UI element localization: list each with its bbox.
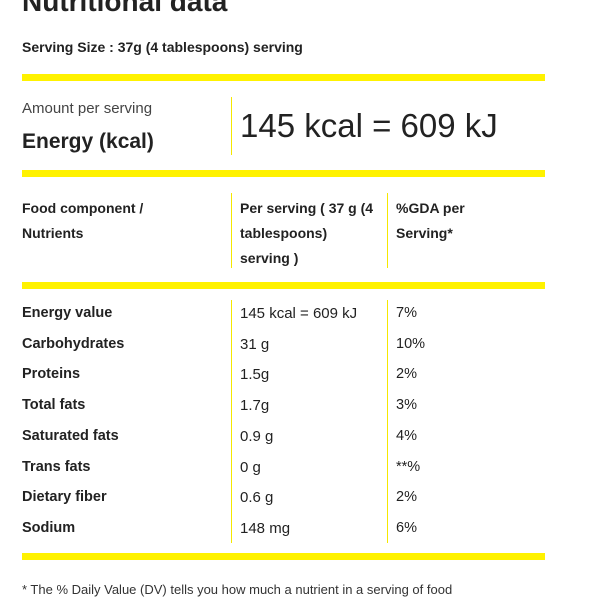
cell: 1.7g <box>240 397 270 415</box>
separator <box>231 193 232 268</box>
footnote: * The % Daily Value (DV) tells you how m… <box>22 582 453 597</box>
cell: 6% <box>396 519 417 536</box>
cell: 145 kcal = 609 kJ <box>240 305 358 322</box>
cell: 1.5g <box>240 366 270 384</box>
divider <box>22 553 545 560</box>
nutrient-name: Energy value <box>22 305 113 321</box>
cell: 3% <box>396 397 417 414</box>
cell: 0 g <box>240 458 261 476</box>
nutrient-name: Dietary fiber <box>22 489 107 506</box>
separator <box>387 300 388 543</box>
nutrient-name: Sodium <box>22 519 76 536</box>
divider <box>22 74 545 81</box>
cell: 0.9 g <box>240 427 274 445</box>
separator <box>231 300 232 543</box>
cell: 148 mg <box>240 519 291 537</box>
nutrient-name: Trans fats <box>22 458 91 475</box>
column-header: Food component / Nutrients <box>22 200 144 241</box>
divider <box>22 170 545 177</box>
cell: 10% <box>396 335 426 352</box>
separator <box>387 193 388 268</box>
cell: 0.6 g <box>240 489 274 507</box>
cell: 2% <box>396 366 417 383</box>
column-header: %GDA per Serving* <box>396 200 465 241</box>
energy-label: Energy (kcal) <box>22 130 154 153</box>
cell: 31 g <box>240 335 270 353</box>
column-header: Per serving ( 37 g (4 tablespoons) servi… <box>240 200 374 266</box>
divider <box>22 282 545 289</box>
nutrient-name: Proteins <box>22 366 81 383</box>
energy-value: 145 kcal = 609 kJ <box>240 107 498 144</box>
nutrient-name: Total fats <box>22 397 86 414</box>
serving-size: Serving Size : 37g (4 tablespoons) servi… <box>22 39 303 55</box>
title: Nutritional data <box>22 0 228 17</box>
separator <box>231 97 232 155</box>
cell: 2% <box>396 489 417 506</box>
nutrient-name: Carbohydrates <box>22 335 125 352</box>
energy-caption: Amount per serving <box>22 100 153 117</box>
cell: 7% <box>396 305 417 321</box>
cell: 4% <box>396 427 417 444</box>
nutrient-name: Saturated fats <box>22 427 119 444</box>
cell: **% <box>396 458 421 475</box>
